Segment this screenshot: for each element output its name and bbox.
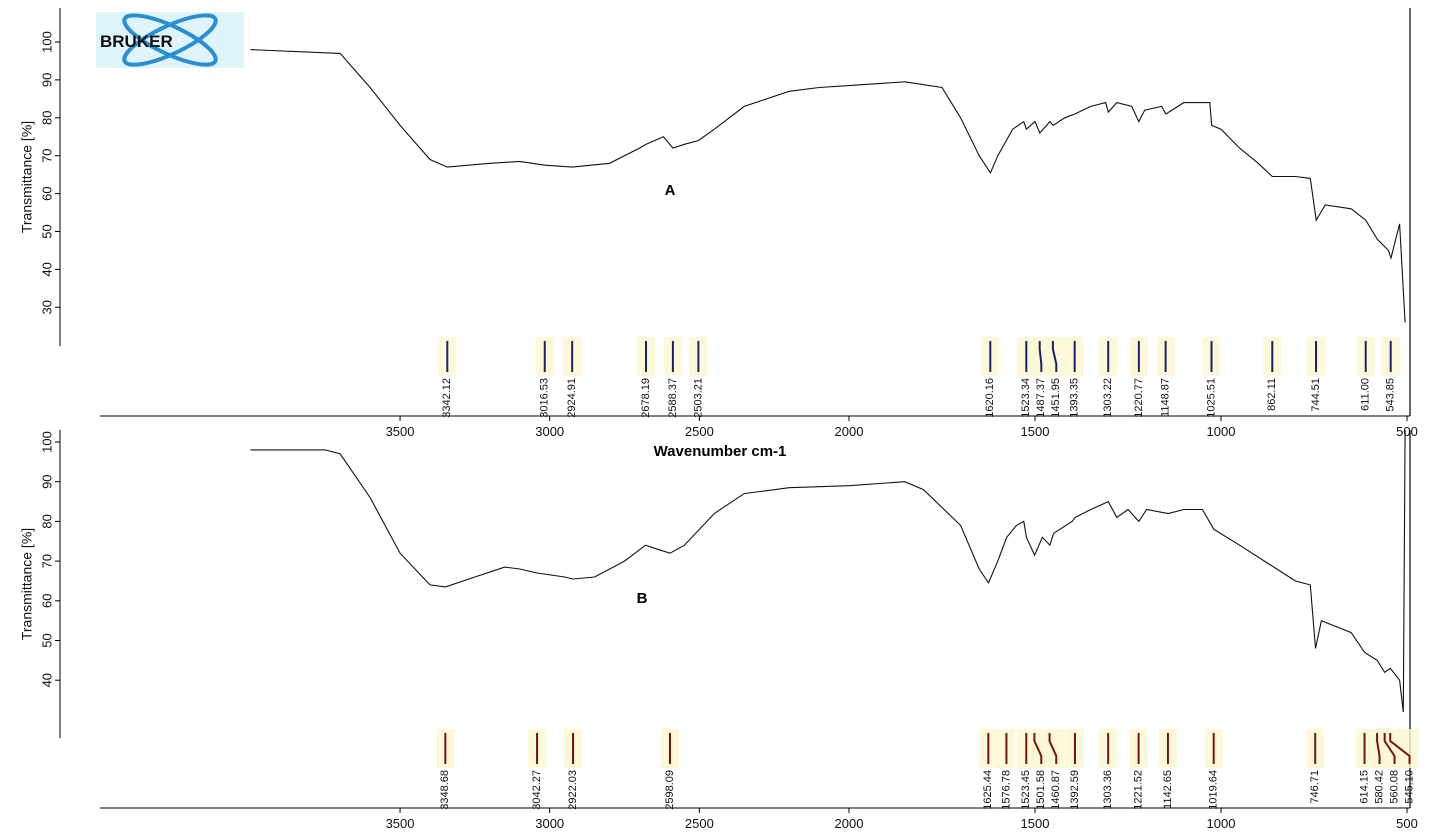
- peak-label: 2503.21: [692, 378, 704, 418]
- logo-background: [96, 12, 244, 68]
- panel-A: 3500 3000 2500 2000 1500 1000 500 30 40 50 60 70 80 9…: [19, 8, 1418, 460]
- peak-label: 560.08: [1388, 770, 1400, 804]
- peak-label: 3016.53: [539, 378, 551, 418]
- x-tick-label: 3000: [535, 424, 564, 439]
- peak-label: 1142.65: [1162, 770, 1174, 809]
- peak-label: 1501.58: [1035, 770, 1047, 810]
- x-tick-label: 500: [1396, 424, 1418, 439]
- x-tick-label: 1000: [1207, 424, 1236, 439]
- peak-label: 2924.91: [566, 378, 578, 418]
- logo-text: BRUKER: [100, 32, 173, 51]
- y-tick-label: 30: [39, 300, 54, 314]
- peak-label: 1576.78: [1000, 770, 1012, 810]
- peak-marker: [1038, 341, 1043, 372]
- x-tick-label: 2500: [685, 424, 714, 439]
- peak-marker: [1383, 733, 1396, 764]
- peak-marker: [1051, 341, 1058, 372]
- logo-orbit-icon: [122, 13, 218, 67]
- peak-label: 3342.12: [441, 378, 453, 418]
- x-tick-label: 1500: [1021, 424, 1050, 439]
- peak-label: 580.42: [1373, 770, 1385, 804]
- peak-label: 1392.59: [1069, 770, 1081, 810]
- peak-label: 1303.22: [1102, 378, 1114, 418]
- peak-label: 1620.16: [984, 378, 996, 418]
- x-tick-label: 2000: [835, 424, 864, 439]
- y-tick-label: 40: [39, 673, 54, 687]
- bruker-logo: BRUKER: [96, 12, 244, 68]
- panel-B: 3500 3000 2500 2000 1500 1000 500 40 50 60 70 80 90 1…: [19, 430, 1419, 831]
- peak-label: 862.11: [1266, 378, 1278, 411]
- peak-highlight: [1400, 729, 1419, 768]
- peak-highlight: [1032, 729, 1051, 768]
- spectrum-line: [250, 430, 1406, 713]
- peak-label: 1523.45: [1020, 770, 1032, 810]
- y-tick-label: 50: [39, 633, 54, 647]
- y-tick-label: 50: [39, 224, 54, 238]
- panel-label: B: [637, 590, 648, 607]
- x-axis-label: Wavenumber cm-1: [654, 443, 787, 460]
- peak-label: 1460.87: [1050, 770, 1062, 810]
- peak-highlight: [1047, 337, 1066, 376]
- peak-label: 1148.87: [1160, 378, 1172, 417]
- peak-label: 1025.51: [1205, 378, 1217, 418]
- y-tick-label: 80: [39, 514, 54, 528]
- peak-label: 746.71: [1309, 770, 1321, 804]
- peak-label: 2598.09: [664, 770, 676, 810]
- peak-label: 614.15: [1358, 770, 1370, 804]
- x-tick-label: 1000: [1207, 816, 1236, 831]
- x-tick-label: 500: [1396, 816, 1418, 831]
- peak-label: 744.51: [1310, 378, 1322, 412]
- peak-label: 3348.68: [439, 770, 451, 810]
- peak-label: 1451.95: [1050, 378, 1062, 418]
- x-tick-label: 3000: [535, 816, 564, 831]
- peak-label: 1303.36: [1102, 770, 1114, 810]
- y-axis-label: Transmittance [%]: [19, 528, 35, 640]
- y-tick-label: 100: [39, 431, 54, 453]
- y-tick-label: 80: [39, 111, 54, 125]
- peak-marker: [1376, 733, 1381, 764]
- peak-label: 3042.27: [531, 770, 543, 810]
- y-tick-label: 90: [39, 73, 54, 87]
- peak-label: 2588.37: [667, 378, 679, 418]
- x-tick-label: 3500: [386, 424, 415, 439]
- panel-label: A: [665, 182, 676, 199]
- peak-label: 611.00: [1360, 378, 1372, 411]
- y-tick-label: 60: [39, 594, 54, 608]
- y-tick-label: 70: [39, 148, 54, 162]
- peak-marker: [1033, 733, 1043, 764]
- x-tick-label: 2000: [835, 816, 864, 831]
- peak-highlight: [1047, 729, 1066, 768]
- x-tick-label: 1500: [1021, 816, 1050, 831]
- y-tick-label: 40: [39, 262, 54, 276]
- peak-label: 1393.35: [1069, 378, 1081, 418]
- y-tick-label: 60: [39, 186, 54, 200]
- x-tick-label: 2500: [685, 816, 714, 831]
- x-tick-label: 3500: [386, 816, 415, 831]
- y-tick-label: 90: [39, 474, 54, 488]
- y-tick-label: 70: [39, 554, 54, 568]
- peak-label: 1523.34: [1020, 378, 1032, 418]
- peak-label: 1625.44: [982, 770, 994, 810]
- peak-label: 1220.77: [1133, 378, 1145, 418]
- peak-label: 2922.03: [567, 770, 579, 810]
- peak-label: 1487.37: [1035, 378, 1047, 418]
- peak-marker: [1048, 733, 1058, 764]
- peak-marker: [1389, 733, 1411, 764]
- logo-orbit-icon: [122, 13, 218, 67]
- spectrum-line: [250, 49, 1406, 323]
- peak-label: 543.85: [1385, 378, 1397, 412]
- peak-label: 1221.52: [1133, 770, 1145, 810]
- y-axis-label: Transmittance [%]: [19, 121, 35, 233]
- peak-label: 1019.64: [1208, 770, 1220, 810]
- peak-label: 545.10: [1403, 770, 1415, 804]
- peak-label: 2678.19: [640, 378, 652, 418]
- y-tick-label: 100: [39, 31, 54, 53]
